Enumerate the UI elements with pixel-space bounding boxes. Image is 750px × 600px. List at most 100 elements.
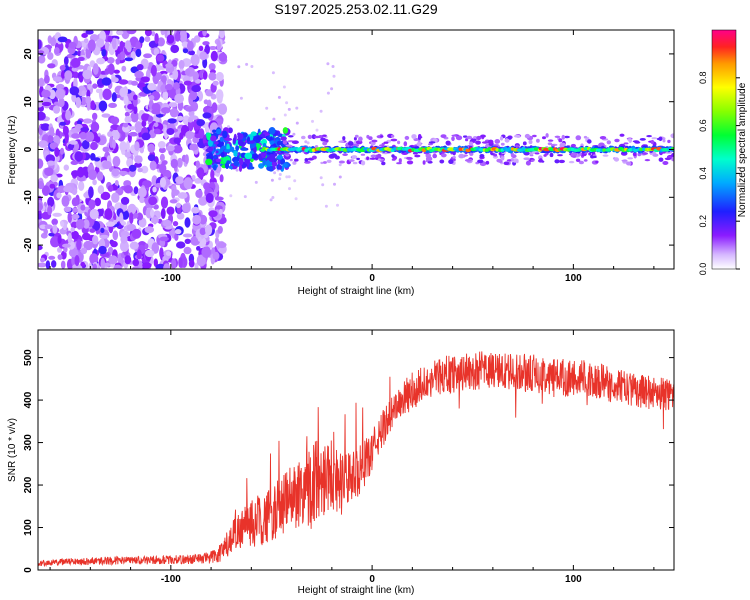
spectrogram-cell: [304, 148, 309, 152]
spectrogram-cell: [662, 161, 669, 165]
spectrogram-cell: [38, 181, 45, 190]
spectrogram-cell: [194, 133, 202, 139]
spectrogram-cell: [270, 178, 274, 182]
chart-title: S197.2025.253.02.11.G29: [274, 1, 437, 17]
spectrogram-cell: [124, 57, 133, 62]
spectrogram-cell: [210, 50, 218, 62]
spectrogram-cell: [98, 245, 107, 255]
y-tick-label: -10: [23, 190, 34, 205]
spectrogram-cell: [510, 158, 515, 161]
spectrogram-cell: [137, 187, 147, 198]
spectrogram-cell: [165, 251, 172, 256]
spectrogram-cell: [126, 45, 132, 53]
spectrogram-cell: [104, 68, 110, 75]
spectrogram-cell: [110, 240, 118, 248]
snr-x-ticks: -100 0 100: [49, 330, 655, 585]
spectrogram-cell: [182, 233, 193, 238]
spectrogram-cell: [208, 210, 218, 218]
spectrogram-cell: [157, 141, 166, 149]
spectrogram-cell: [45, 260, 51, 269]
spectrogram-cell: [282, 163, 288, 168]
spectrogram-cell: [530, 159, 535, 162]
spectrogram-cell: [113, 264, 122, 269]
spectrogram-cell: [293, 179, 297, 183]
snr-y-ticks: 0 100 200 300 400 500: [23, 349, 674, 573]
spectrogram-cell: [51, 218, 58, 226]
spectrogram-cell: [74, 151, 83, 162]
spectrogram-cell: [132, 266, 140, 269]
spectrogram-cell: [602, 154, 609, 157]
spectrogram-cell: [627, 138, 632, 142]
spectrogram-cell: [304, 140, 308, 144]
spectrogram-cell: [215, 89, 224, 101]
spectrogram-cell: [126, 223, 137, 232]
spectrogram-cell: [44, 167, 54, 177]
spectrogram-cell: [326, 62, 330, 66]
spectrogram-cell: [167, 79, 173, 86]
spectrogram-cell: [82, 69, 93, 80]
spectrogram-cell: [54, 147, 60, 158]
spectrogram-cell: [404, 135, 410, 140]
spectrogram-cell: [171, 258, 177, 269]
spectrogram-cell: [70, 227, 75, 233]
spectrogram-cell: [84, 131, 95, 143]
spectrogram-cell: [90, 141, 98, 151]
spectrogram-cell: [307, 134, 313, 139]
spectrogram-cell: [80, 261, 86, 267]
spectrogram-cell: [152, 186, 157, 193]
spectrogram-cell: [141, 113, 149, 122]
spectrogram-cell: [38, 262, 47, 268]
spectrogram-cell: [383, 141, 389, 144]
spectrogram-cell: [124, 255, 132, 265]
spectrogram-cell: [110, 77, 119, 83]
spectrogram-cell: [157, 37, 166, 47]
spectrogram-y-label: Frequency (Hz): [7, 116, 18, 185]
spectrogram-cell: [250, 65, 254, 68]
spectrogram-cell: [201, 246, 212, 258]
spectrogram-cell: [174, 32, 181, 42]
spectrogram-cell: [71, 255, 76, 266]
spectrogram-cell: [671, 152, 674, 157]
spectrogram-cell: [44, 224, 53, 229]
spectrogram-cell: [549, 152, 554, 158]
spectrogram-cell: [237, 139, 244, 146]
spectrogram-cell: [258, 163, 265, 169]
spectrogram-cell: [269, 136, 273, 141]
spectrogram-cell: [159, 177, 167, 188]
spectrogram-cell: [524, 133, 531, 139]
spectrogram-cell: [128, 131, 138, 137]
spectrogram-cell: [150, 64, 157, 77]
spectrogram-cell: [536, 138, 540, 143]
spectrogram-cell: [208, 72, 217, 81]
spectrogram-cell: [137, 167, 143, 173]
spectrogram-cell: [165, 145, 175, 152]
spectrogram-cell: [412, 151, 418, 155]
spectrogram-cell: [475, 140, 481, 145]
spectrogram-cell: [439, 159, 445, 164]
spectrogram-cell: [172, 68, 179, 80]
spectrogram-cell: [142, 262, 152, 269]
spectrogram-cell: [599, 136, 607, 140]
spectrogram-cell: [232, 137, 236, 145]
spectrogram-cell: [41, 89, 51, 98]
spectrogram-cell: [191, 85, 201, 93]
spectrogram-cell: [271, 71, 275, 75]
spectrogram-cell: [107, 63, 115, 75]
spectrogram-cell: [190, 54, 200, 66]
spectrogram-cell: [137, 82, 146, 88]
spectrogram-cell: [311, 119, 314, 123]
spectrogram-cell: [282, 139, 288, 145]
spectrogram-cell: [237, 133, 244, 140]
spectrogram-cell: [224, 137, 233, 141]
spectrogram-cell: [39, 77, 44, 87]
spectrogram-cell: [97, 185, 105, 195]
spectrogram-cell: [153, 204, 159, 210]
spectrogram-cell: [80, 247, 88, 255]
spectrogram-cell: [217, 241, 227, 249]
spectrogram-cell: [208, 63, 216, 71]
spectrogram-cell: [141, 120, 147, 127]
spectrogram-cell: [74, 255, 80, 267]
spectrogram-cell: [38, 245, 43, 251]
spectrogram-cell: [634, 141, 641, 144]
